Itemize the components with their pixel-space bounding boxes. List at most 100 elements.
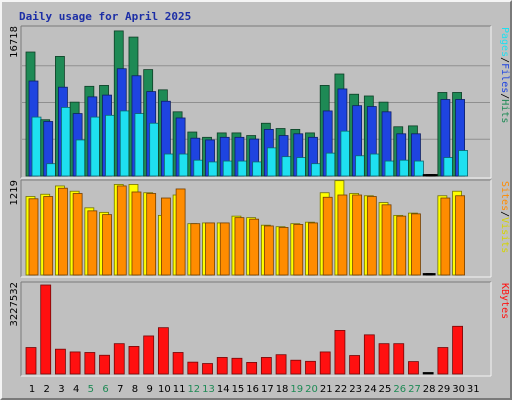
day-label-7: 7: [117, 384, 123, 395]
bar-sites-day-26: [396, 215, 407, 276]
bar-sites-day-10: [160, 197, 171, 276]
bar-sites-day-28: [425, 273, 436, 276]
bar-kbytes-day-17: [260, 357, 272, 375]
bar-kbytes-day-16: [246, 362, 258, 375]
day-label-17: 17: [261, 384, 274, 395]
bar-pages-day-5: [90, 116, 101, 177]
bar-sites-day-19: [293, 224, 304, 276]
legend-hits: Hits: [499, 99, 510, 123]
bar-kbytes-day-7: [113, 343, 125, 375]
day-label-13: 13: [202, 384, 215, 395]
bar-pages-day-15: [237, 160, 248, 177]
day-label-20: 20: [305, 384, 318, 395]
day-label-10: 10: [158, 384, 171, 395]
bar-kbytes-day-23: [349, 355, 361, 375]
bar-kbytes-day-15: [231, 357, 243, 375]
bar-kbytes-day-6: [99, 354, 110, 375]
day-label-31: 31: [467, 384, 480, 395]
bar-sites-day-11: [175, 188, 186, 276]
day-label-16: 16: [246, 384, 259, 395]
day-label-19: 19: [290, 384, 303, 395]
bar-pages-day-12: [193, 159, 204, 177]
legend-kbytes: KBytes: [499, 283, 510, 319]
panel-max-label: 3227532: [9, 282, 20, 327]
bar-pages-day-8: [134, 113, 145, 177]
bar-kbytes-day-2: [40, 284, 52, 375]
bar-kbytes-day-1: [25, 347, 37, 375]
bar-kbytes-day-3: [55, 348, 66, 375]
bar-kbytes-day-28: [422, 372, 434, 375]
bar-pages-day-20: [311, 163, 321, 177]
bar-sites-day-23: [352, 194, 363, 276]
bar-kbytes-day-18: [275, 354, 287, 375]
bar-pages-day-29: [443, 157, 454, 177]
day-label-21: 21: [320, 384, 333, 395]
bar-pages-day-17: [266, 147, 277, 177]
day-label-12: 12: [187, 384, 200, 395]
legend-hits: Pages/Files/Hits: [499, 27, 510, 123]
bar-sites-day-20: [308, 222, 318, 276]
bar-kbytes-day-8: [128, 346, 140, 375]
legend-text: KBytes: [499, 283, 510, 319]
bar-kbytes-day-12: [187, 361, 199, 375]
day-label-25: 25: [379, 384, 392, 395]
bar-sites-day-9: [146, 193, 157, 276]
panel-kbytes: 3227532 KBytes: [9, 281, 510, 377]
bar-sites-day-24: [366, 196, 377, 276]
bar-pages-day-11: [178, 153, 189, 177]
bar-sites-day-27: [411, 213, 421, 276]
bar-kbytes-day-27: [408, 361, 419, 375]
bar-sites-day-25: [381, 204, 392, 276]
bar-sites-day-22: [337, 194, 348, 276]
bar-pages-day-25: [384, 160, 395, 177]
day-label-24: 24: [364, 384, 377, 395]
bar-pages-day-19: [296, 157, 307, 177]
bar-pages-day-24: [369, 153, 380, 177]
bar-kbytes-day-26: [393, 343, 405, 375]
bar-pages-day-23: [355, 155, 366, 177]
bar-kbytes-day-29: [437, 347, 449, 375]
day-label-29: 29: [438, 384, 451, 395]
legend-text: Pages/Files/Hits: [499, 27, 510, 123]
bar-pages-day-1: [31, 116, 42, 177]
bar-sites-day-30: [455, 195, 465, 276]
bar-pages-day-2: [46, 163, 57, 177]
bar-sites-day-29: [440, 197, 451, 276]
day-label-15: 15: [232, 384, 245, 395]
bar-sites-day-13: [205, 222, 215, 276]
day-label-22: 22: [335, 384, 348, 395]
bar-kbytes-day-25: [378, 343, 390, 375]
bar-sites-day-15: [234, 217, 245, 276]
bar-pages-day-16: [252, 161, 263, 177]
bar-kbytes-day-4: [69, 351, 81, 375]
legend-separator: /: [499, 93, 510, 99]
bar-pages-day-10: [163, 153, 174, 177]
day-label-3: 3: [58, 384, 64, 395]
bar-pages-day-18: [281, 156, 292, 177]
bar-sites-day-1: [28, 198, 39, 276]
bar-kbytes-day-14: [216, 357, 228, 375]
bar-sites-day-6: [102, 214, 112, 276]
day-label-5: 5: [88, 384, 94, 395]
bar-kbytes-day-20: [305, 360, 316, 375]
bar-kbytes-day-21: [319, 351, 331, 375]
day-label-11: 11: [173, 384, 186, 395]
bar-kbytes-day-5: [84, 352, 96, 375]
day-label-26: 26: [393, 384, 406, 395]
day-label-2: 2: [44, 384, 50, 395]
bar-pages-day-22: [340, 130, 351, 177]
bar-kbytes-day-22: [334, 330, 346, 375]
bar-kbytes-day-30: [452, 325, 463, 375]
day-label-28: 28: [423, 384, 436, 395]
day-label-27: 27: [408, 384, 421, 395]
panel-max-label: 16718: [9, 26, 20, 58]
bar-pages-day-7: [119, 110, 130, 177]
legend-sites: Sites: [499, 181, 510, 211]
bar-kbytes-day-10: [157, 327, 169, 375]
bar-pages-day-3: [61, 107, 71, 177]
bar-sites-day-21: [322, 196, 333, 276]
bar-pages-day-9: [149, 122, 160, 177]
bar-pages-day-14: [222, 160, 233, 177]
